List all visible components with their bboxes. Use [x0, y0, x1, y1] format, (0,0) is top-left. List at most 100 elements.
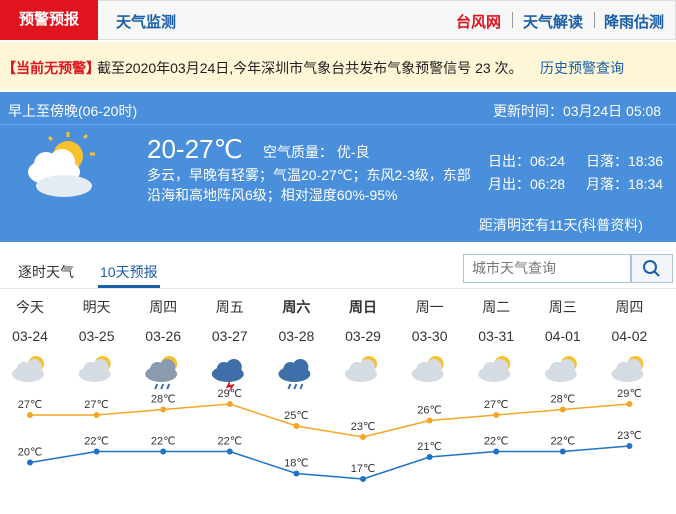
highs-point — [360, 434, 366, 440]
highs-label: 29℃ — [617, 388, 642, 400]
cloud — [26, 359, 42, 375]
highs-point — [226, 401, 233, 407]
highs-label: 27℃ — [18, 399, 43, 411]
highs-point — [293, 423, 300, 429]
countdown[interactable]: 距清明还有11天(科普资料) — [479, 217, 643, 233]
nav-link[interactable]: 天气解读 — [523, 14, 584, 31]
tab[interactable]: 10天预报 — [100, 264, 158, 280]
alert-link[interactable]: 历史预警查询 — [540, 60, 624, 76]
weather-icon — [145, 356, 178, 390]
highs-label: 27℃ — [484, 399, 509, 411]
highs-label: 28℃ — [151, 394, 176, 406]
lightning — [225, 380, 235, 394]
date: 04-02 — [611, 328, 647, 344]
weather-icon — [611, 356, 644, 382]
cloud — [159, 359, 176, 375]
highs-label: 26℃ — [417, 405, 442, 417]
lows-label: 22℃ — [484, 436, 509, 448]
highs-label: 23℃ — [351, 421, 376, 433]
day-name: 周四 — [149, 299, 177, 315]
air-quality: 空气质量： 优-良 — [263, 144, 370, 160]
rain-drop — [299, 383, 304, 390]
lows-label: 22℃ — [551, 436, 576, 448]
cloud — [92, 359, 109, 375]
highs-point — [426, 417, 433, 424]
lows-point — [93, 448, 100, 455]
day-name: 今天 — [16, 299, 44, 315]
day-name: 周三 — [549, 299, 577, 315]
nav-link[interactable]: 台风网 — [456, 14, 502, 31]
lows-point — [160, 448, 167, 455]
forecast-chart: 今天 03-24 明天 03-25 周四 03-26 周五 03-27 周六 03-28 周日 03-… — [12, 299, 648, 482]
lows-line — [29, 445, 630, 480]
moonset: 月落：18:34 — [586, 176, 664, 192]
lows-label: 23℃ — [617, 430, 642, 442]
highs-point — [93, 412, 100, 418]
rain-drop — [293, 383, 298, 390]
cloud — [558, 359, 575, 375]
lows-label: 21℃ — [417, 441, 442, 453]
date: 03-27 — [212, 328, 248, 344]
today-panel — [0, 92, 676, 242]
search-button[interactable] — [631, 254, 673, 283]
cloud — [225, 359, 242, 375]
weather-icon — [411, 356, 444, 382]
lows-point — [626, 443, 633, 449]
day-name: 周四 — [615, 299, 643, 315]
description: 多云，早晚有轻雾；气温20-27℃；东风2-3级，东部沿海和高地阵风6级；相对湿… — [147, 167, 471, 203]
alert-message: 截至2020年03月24日,今年深圳市气象台共发布气象预警信号 23 次。 — [97, 60, 523, 76]
lows-point — [493, 448, 500, 455]
weather-icon — [278, 359, 311, 390]
tab-underline — [98, 285, 160, 288]
tab[interactable]: 逐时天气 — [18, 264, 74, 280]
rain-drop — [166, 383, 171, 390]
date: 03-30 — [412, 328, 448, 344]
sunrise: 日出：06:24 — [488, 153, 566, 169]
date: 03-26 — [145, 328, 181, 344]
date: 03-25 — [79, 328, 115, 344]
separator — [512, 12, 513, 28]
cloud — [625, 359, 642, 375]
update-time: 更新时间：03月24日 05:08 — [493, 103, 662, 119]
moonrise: 月出：06:28 — [488, 176, 566, 192]
alert-status: 【当前无预警】 — [2, 60, 100, 76]
highs-label: 27℃ — [84, 399, 109, 411]
day-name: 周日 — [349, 299, 377, 315]
rain-drop — [154, 383, 159, 390]
lows-point — [360, 476, 366, 482]
lows-point — [293, 470, 300, 477]
search-input[interactable]: 城市天气查询 — [463, 254, 631, 283]
nav-tab[interactable]: 预警预报 — [0, 0, 98, 40]
cloud — [359, 359, 375, 375]
period: 早上至傍晚(06-20时) — [8, 103, 138, 119]
lows-label: 22℃ — [218, 436, 243, 448]
cloud — [425, 359, 442, 375]
rain-drop — [160, 383, 165, 390]
nav-bar — [0, 0, 676, 40]
nav-link[interactable]: 降雨估测 — [604, 14, 665, 31]
date: 03-24 — [12, 328, 48, 344]
weather-icon — [544, 356, 577, 382]
date: 03-31 — [478, 328, 514, 344]
nav-tab[interactable]: 天气监测 — [116, 14, 177, 31]
weather-icon — [12, 356, 44, 382]
highs-label: 25℃ — [284, 410, 309, 422]
weather-icon — [345, 356, 377, 382]
lows-point — [27, 459, 33, 466]
day-name: 周六 — [282, 299, 310, 315]
highs-point — [27, 412, 33, 418]
divider — [0, 288, 676, 289]
highs-line — [30, 403, 630, 438]
separator — [594, 12, 595, 28]
day-name: 周一 — [416, 299, 444, 315]
divider — [0, 124, 676, 125]
weather-icon — [28, 132, 95, 197]
cloud — [492, 359, 509, 375]
temp-range: 20-27℃ — [147, 134, 243, 164]
weather-icon — [478, 356, 511, 382]
day-name: 明天 — [83, 299, 111, 315]
highs-point — [559, 406, 566, 413]
highs-point — [160, 406, 167, 413]
lows-label: 22℃ — [151, 436, 176, 448]
